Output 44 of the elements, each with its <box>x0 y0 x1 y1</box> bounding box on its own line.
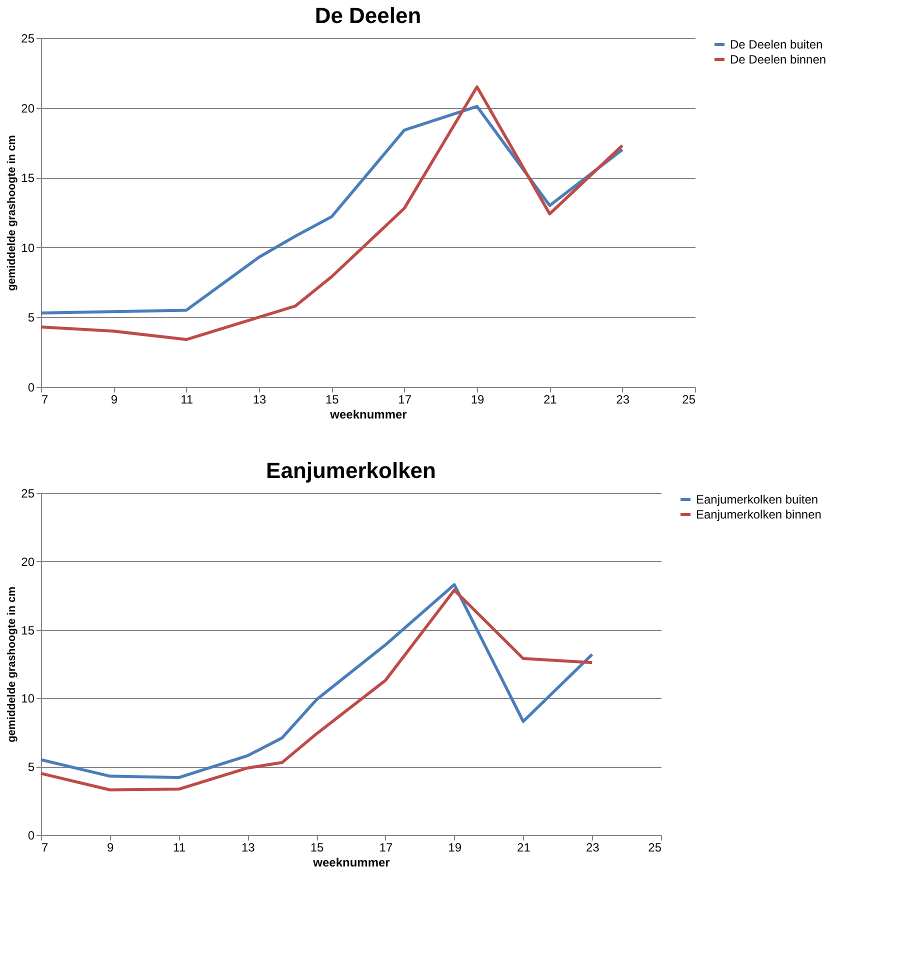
x-tick-label: 21 <box>517 840 531 854</box>
legend-label: Eanjumerkolken buiten <box>696 492 818 506</box>
x-tick-label: 25 <box>682 392 696 406</box>
y-tick-label: 10 <box>21 240 35 255</box>
x-axis-title: weeknummer <box>312 856 390 870</box>
x-tick-label: 7 <box>42 392 48 406</box>
legend-label: De Deelen buiten <box>730 38 823 52</box>
x-tick-label: 19 <box>470 392 484 406</box>
x-tick-label: 13 <box>252 392 266 406</box>
chart-title: Eanjumerkolken <box>266 458 436 483</box>
x-tick-label: 23 <box>616 392 630 406</box>
y-tick-label: 15 <box>21 171 35 186</box>
x-tick-label: 17 <box>379 840 393 854</box>
x-tick-label: 17 <box>398 392 412 406</box>
x-tick-label: 7 <box>42 840 48 854</box>
x-axis-title: weeknummer <box>329 408 408 422</box>
y-tick-label: 10 <box>21 692 35 706</box>
line-series <box>40 85 624 342</box>
y-tick-label: 25 <box>21 32 35 46</box>
x-tick-label: 11 <box>173 840 186 854</box>
x-tick-label: 25 <box>648 840 662 854</box>
y-tick-label: 15 <box>21 623 35 638</box>
y-axis-title: gemiddelde grashoogte in cm <box>6 586 18 742</box>
y-tick-label: 20 <box>21 101 35 116</box>
chart-title: De Deelen <box>314 3 422 28</box>
x-tick-label: 9 <box>107 840 114 854</box>
y-tick-label: 20 <box>21 554 35 569</box>
x-tick-label: 23 <box>586 840 600 854</box>
y-tick-label: 25 <box>21 486 35 500</box>
line-series <box>40 104 624 315</box>
y-tick-label: 0 <box>28 828 35 842</box>
x-tick-label: 15 <box>325 392 340 406</box>
x-tick-label: 11 <box>180 392 194 406</box>
x-tick-label: 21 <box>543 392 558 406</box>
x-tick-label: 15 <box>310 840 324 854</box>
x-tick-label: 13 <box>241 840 256 854</box>
y-tick-label: 5 <box>28 310 35 325</box>
x-tick-label: 9 <box>110 392 118 406</box>
legend-label: De Deelen binnen <box>730 52 826 66</box>
x-tick-label: 19 <box>448 840 462 854</box>
y-axis-title: gemiddelde grashoogte in cm <box>6 134 18 291</box>
legend-label: Eanjumerkolken binnen <box>696 508 822 522</box>
y-tick-label: 0 <box>28 380 35 394</box>
y-tick-label: 5 <box>28 760 35 774</box>
